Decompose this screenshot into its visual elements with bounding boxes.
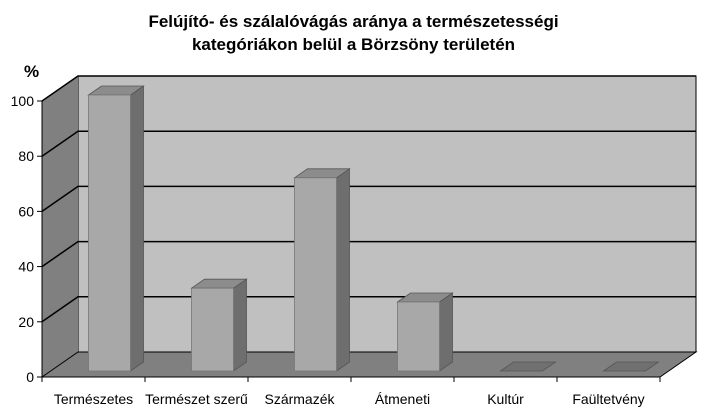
bar-front bbox=[88, 94, 131, 372]
side-wall bbox=[42, 76, 78, 377]
x-tick-label: Természetes bbox=[54, 391, 133, 407]
bar-flat bbox=[499, 361, 557, 372]
bar-side bbox=[233, 278, 247, 372]
bar bbox=[499, 361, 557, 372]
bar-flat bbox=[602, 361, 660, 372]
x-tick-label: Faültetvény bbox=[572, 391, 644, 407]
y-tick-label: 100 bbox=[11, 93, 35, 109]
bar-side bbox=[439, 292, 453, 372]
gridlines bbox=[41, 75, 696, 323]
bar bbox=[293, 168, 351, 372]
bar-front bbox=[191, 287, 234, 372]
bar bbox=[602, 361, 660, 372]
back-wall bbox=[77, 75, 697, 353]
x-tick-label: Kultúr bbox=[487, 391, 524, 407]
x-tick-label: Természet szerű bbox=[145, 391, 248, 407]
gridline bbox=[41, 240, 696, 268]
bar-side bbox=[130, 85, 144, 372]
chart-title-line-1: Felújító- és szálalóvágás aránya a termé… bbox=[148, 12, 559, 31]
y-tick-label: 20 bbox=[18, 314, 34, 330]
x-tick-label: Származék bbox=[264, 391, 335, 407]
bar bbox=[190, 278, 248, 372]
gridline bbox=[41, 296, 696, 323]
bar bbox=[396, 292, 454, 372]
y-tick-label: 80 bbox=[18, 148, 34, 164]
gridline bbox=[41, 130, 696, 157]
y-tick-label: 40 bbox=[18, 259, 34, 275]
y-axis-label: % bbox=[24, 62, 39, 81]
gridline bbox=[41, 75, 696, 102]
tick-labels: 0 20 40 60 80 100% Természetes Természet szerű S… bbox=[11, 62, 645, 407]
bar-side bbox=[336, 168, 350, 372]
bar bbox=[87, 85, 145, 372]
gridline bbox=[41, 185, 696, 213]
bar-front bbox=[294, 177, 337, 372]
chart-title: Felújító- és szálalóvágás aránya a termé… bbox=[0, 10, 707, 56]
bars bbox=[87, 85, 660, 372]
y-tick-label: 60 bbox=[18, 203, 34, 219]
y-tick-label: 0 bbox=[26, 369, 34, 385]
chart-title-line-2: kategóriákon belül a Börzsöny területén bbox=[191, 35, 516, 54]
axes bbox=[37, 100, 661, 382]
bar-front bbox=[397, 301, 440, 372]
x-tick-label: Átmeneti bbox=[375, 391, 430, 407]
